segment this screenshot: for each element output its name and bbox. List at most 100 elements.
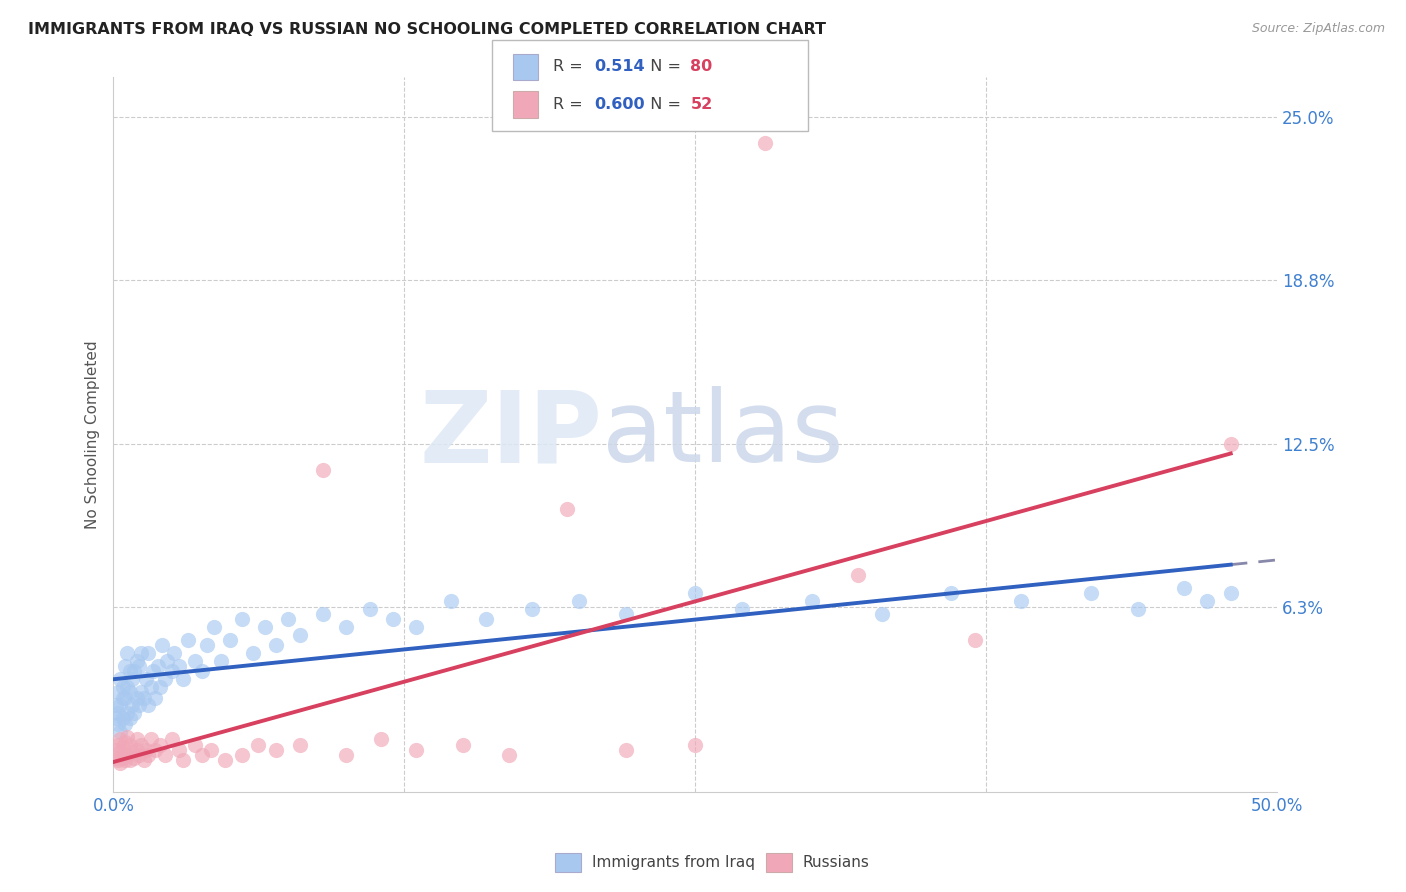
Point (104, 750, 127, 764)
Point (1126, 601, 1149, 615)
Point (172, 753, 194, 767)
Point (131, 685, 153, 699)
Text: 0.514: 0.514 (595, 60, 645, 74)
Text: R =: R = (553, 60, 588, 74)
Point (117, 680, 139, 694)
Point (153, 672, 176, 686)
Point (124, 706, 146, 721)
Point (614, 607, 637, 621)
Point (111, 740, 134, 755)
Text: Russians: Russians (803, 855, 870, 870)
Point (117, 747, 139, 762)
Point (139, 680, 162, 694)
Point (131, 738, 153, 752)
Point (731, 601, 754, 615)
Text: 52: 52 (690, 97, 713, 112)
Point (335, 747, 357, 762)
Point (685, 586, 707, 600)
Point (163, 646, 186, 660)
Point (312, 463, 335, 477)
Point (1197, 593, 1219, 607)
Point (125, 690, 148, 705)
Point (118, 753, 141, 767)
Point (107, 716, 129, 731)
Point (846, 567, 869, 582)
Point (359, 601, 381, 615)
Point (941, 586, 963, 600)
Point (288, 738, 311, 752)
Text: N =: N = (640, 60, 686, 74)
Point (124, 665, 146, 679)
Point (111, 680, 134, 694)
Point (110, 724, 132, 739)
Point (135, 672, 157, 686)
Point (117, 730, 139, 744)
Point (110, 672, 132, 686)
Point (440, 593, 463, 607)
Point (184, 654, 207, 668)
Text: 0.600: 0.600 (595, 97, 645, 112)
Point (135, 743, 157, 757)
Text: Source: ZipAtlas.com: Source: ZipAtlas.com (1251, 22, 1385, 36)
Point (184, 738, 207, 752)
Point (200, 743, 222, 757)
Point (104, 743, 127, 757)
Point (145, 690, 167, 705)
Point (118, 665, 141, 679)
Text: N =: N = (640, 97, 686, 112)
Point (128, 698, 150, 713)
Point (111, 750, 134, 764)
Point (114, 716, 136, 731)
Point (146, 659, 169, 673)
Text: IMMIGRANTS FROM IRAQ VS RUSSIAN NO SCHOOLING COMPLETED CORRELATION CHART: IMMIGRANTS FROM IRAQ VS RUSSIAN NO SCHOO… (28, 22, 827, 37)
Point (381, 612, 404, 626)
Text: ZIP: ZIP (419, 386, 602, 483)
Point (149, 680, 172, 694)
Point (114, 690, 136, 705)
Point (118, 711, 141, 725)
Point (128, 659, 150, 673)
Point (124, 750, 146, 764)
Point (117, 706, 139, 721)
Point (1173, 581, 1195, 595)
Point (107, 706, 129, 721)
Point (153, 747, 176, 762)
Point (107, 738, 129, 752)
Point (167, 659, 190, 673)
Point (1080, 586, 1102, 600)
Point (685, 738, 707, 752)
Point (114, 753, 136, 767)
Point (405, 743, 427, 757)
Point (138, 646, 160, 660)
Point (118, 738, 141, 752)
Point (335, 620, 357, 634)
Point (160, 732, 183, 747)
Point (202, 620, 225, 634)
Text: R =: R = (553, 97, 588, 112)
Point (209, 654, 232, 668)
Point (568, 593, 591, 607)
Point (498, 747, 520, 762)
Text: 80: 80 (690, 60, 713, 74)
Point (104, 698, 127, 713)
Point (266, 638, 288, 652)
Point (110, 756, 132, 770)
Point (167, 743, 190, 757)
Point (131, 646, 153, 660)
Point (114, 735, 136, 749)
Point (128, 747, 150, 762)
Point (118, 685, 141, 699)
Point (614, 743, 637, 757)
Point (117, 646, 139, 660)
Point (145, 743, 167, 757)
Point (870, 607, 893, 621)
Point (138, 698, 160, 713)
Point (150, 638, 173, 652)
Point (253, 620, 276, 634)
Point (800, 593, 823, 607)
Text: Immigrants from Iraq: Immigrants from Iraq (592, 855, 755, 870)
Point (522, 601, 544, 615)
Point (266, 743, 288, 757)
Point (111, 690, 134, 705)
Point (139, 732, 162, 747)
